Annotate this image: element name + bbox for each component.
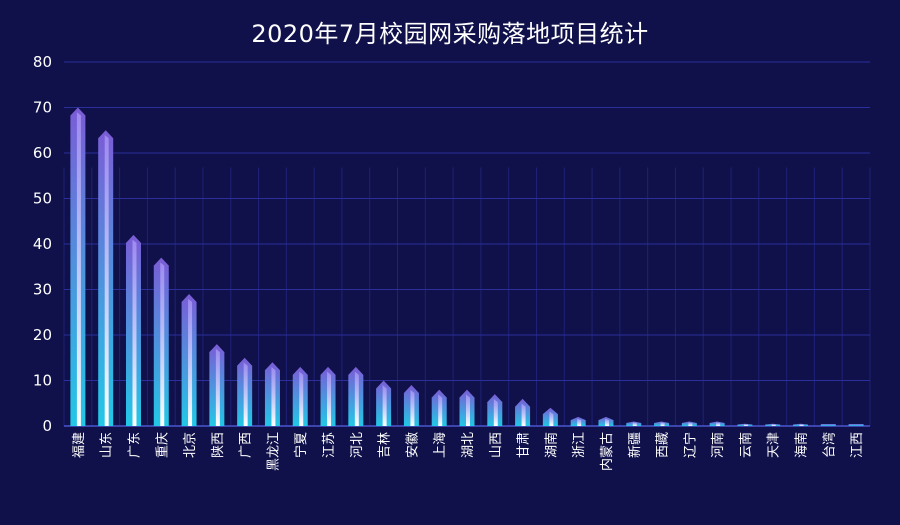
- bar-highlight: [105, 135, 109, 426]
- bar-highlight: [216, 349, 220, 426]
- x-tick-label: 新疆: [627, 432, 643, 458]
- bar-重庆[interactable]: [154, 258, 169, 426]
- y-tick-label: 30: [33, 281, 52, 299]
- y-tick-label: 50: [33, 190, 52, 208]
- bar-highlight: [466, 394, 470, 426]
- bar-body: [821, 424, 836, 426]
- bar-天津[interactable]: [765, 424, 780, 426]
- bar-福建[interactable]: [70, 108, 85, 427]
- bar-highlight: [438, 394, 442, 426]
- bar-山东[interactable]: [98, 130, 113, 426]
- bar-西藏[interactable]: [654, 421, 669, 426]
- x-tick-label: 湖南: [543, 432, 559, 458]
- bar-北京[interactable]: [182, 294, 197, 426]
- bar-highlight: [383, 385, 387, 426]
- bar-highlight: [299, 372, 303, 426]
- bar-江苏[interactable]: [321, 367, 336, 426]
- x-tick-label: 广西: [239, 432, 254, 458]
- x-tick-label: 山东: [100, 432, 115, 458]
- bar-台湾[interactable]: [821, 424, 836, 426]
- bar-上海[interactable]: [432, 390, 447, 426]
- bar-highlight: [410, 390, 414, 426]
- bar-浙江[interactable]: [571, 417, 586, 426]
- x-tick-label: 福建: [72, 432, 87, 458]
- bar-海南[interactable]: [793, 424, 808, 426]
- bar-河北[interactable]: [348, 367, 363, 426]
- bar-新疆[interactable]: [626, 421, 641, 426]
- bar-highlight: [522, 404, 526, 427]
- bar-highlight: [355, 372, 359, 426]
- bar-body: [849, 424, 864, 426]
- bar-黑龙江[interactable]: [265, 362, 280, 426]
- bar-山西[interactable]: [487, 394, 502, 426]
- bar-宁夏[interactable]: [293, 367, 308, 426]
- bar-安徽[interactable]: [404, 385, 419, 426]
- bar-highlight: [132, 240, 136, 426]
- bar-湖北[interactable]: [460, 390, 475, 426]
- bar-highlight: [494, 399, 498, 426]
- x-tick-label: 浙江: [572, 432, 587, 458]
- x-tick-label: 江苏: [321, 432, 337, 458]
- x-tick-label: 甘肃: [517, 432, 532, 458]
- x-tick-label: 台湾: [821, 432, 837, 458]
- x-tick-label: 重庆: [154, 432, 170, 458]
- x-tick-label: 吉林: [378, 432, 393, 458]
- bar-highlight: [77, 112, 81, 426]
- x-tick-label: 云南: [738, 432, 754, 458]
- x-tick-label: 上海: [433, 432, 448, 458]
- bar-辽宁[interactable]: [682, 421, 697, 426]
- bar-陕西[interactable]: [209, 344, 224, 426]
- y-tick-label: 10: [33, 372, 52, 390]
- y-tick-label: 80: [33, 53, 52, 71]
- bar-江西[interactable]: [849, 424, 864, 426]
- x-tick-label: 宁夏: [293, 432, 309, 458]
- x-tick-label: 湖北: [461, 432, 476, 458]
- x-tick-label: 河北: [350, 432, 365, 458]
- y-tick-label: 20: [33, 326, 52, 344]
- x-tick-label: 西藏: [656, 432, 671, 458]
- y-tick-label: 0: [42, 417, 52, 435]
- bar-highlight: [244, 363, 248, 426]
- x-tick-label: 辽宁: [682, 432, 698, 458]
- bar-湖南[interactable]: [543, 408, 558, 426]
- bar-highlight: [327, 372, 331, 426]
- x-tick-label: 内蒙古: [599, 432, 615, 471]
- x-tick-label: 天津: [767, 432, 782, 458]
- x-tick-label: 黑龙江: [266, 432, 281, 471]
- x-tick-label: 海南: [794, 432, 810, 458]
- bar-河南[interactable]: [710, 421, 725, 426]
- x-tick-label: 江西: [850, 432, 865, 458]
- bar-highlight: [160, 262, 164, 426]
- bar-内蒙古[interactable]: [598, 417, 613, 426]
- bar-甘肃[interactable]: [515, 399, 530, 426]
- x-tick-label: 广东: [127, 432, 142, 458]
- bar-highlight: [188, 299, 192, 426]
- bar-吉林[interactable]: [376, 381, 391, 427]
- x-tick-label: 陕西: [211, 432, 226, 458]
- bar-云南[interactable]: [737, 424, 752, 426]
- x-tick-label: 北京: [183, 432, 198, 458]
- y-tick-label: 60: [33, 144, 52, 162]
- bar-highlight: [271, 367, 275, 426]
- bar-广西[interactable]: [237, 358, 252, 426]
- y-tick-label: 70: [33, 99, 52, 117]
- bar-广东[interactable]: [126, 235, 141, 426]
- x-tick-label: 安徽: [405, 432, 420, 458]
- y-tick-label: 40: [33, 235, 52, 253]
- x-tick-label: 山西: [489, 432, 504, 458]
- x-tick-label: 河南: [710, 432, 726, 458]
